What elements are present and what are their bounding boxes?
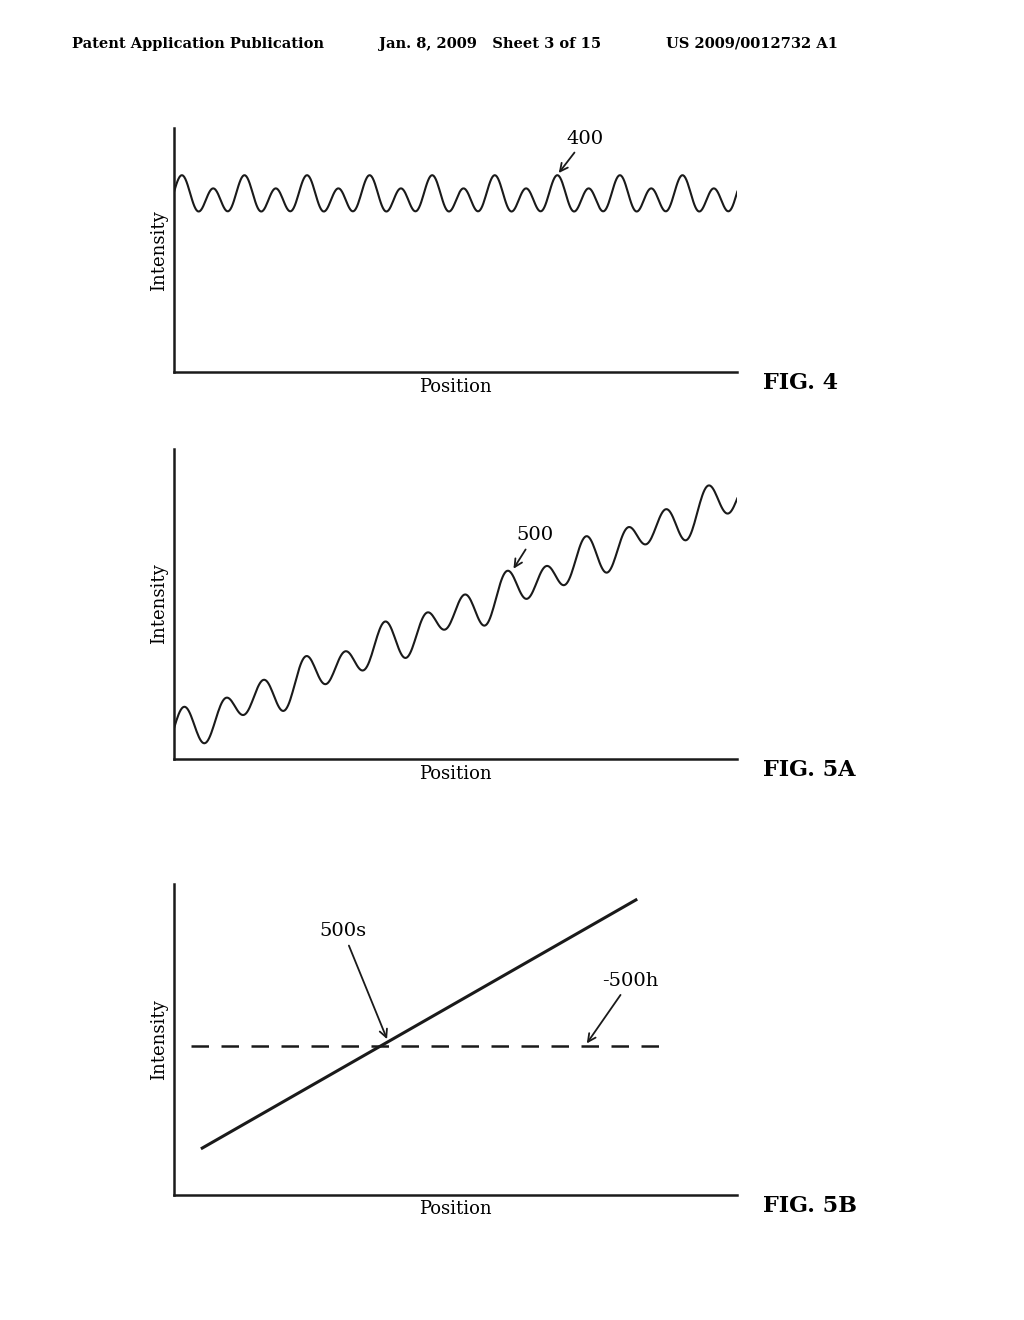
Text: US 2009/0012732 A1: US 2009/0012732 A1 [666, 37, 838, 51]
Text: 400: 400 [560, 129, 604, 172]
Y-axis label: Intensity: Intensity [151, 210, 169, 290]
Y-axis label: Intensity: Intensity [151, 564, 169, 644]
X-axis label: Position: Position [420, 378, 492, 396]
Text: Jan. 8, 2009   Sheet 3 of 15: Jan. 8, 2009 Sheet 3 of 15 [379, 37, 601, 51]
Text: 500: 500 [514, 527, 553, 568]
Text: FIG. 5A: FIG. 5A [763, 759, 855, 781]
Text: -500h: -500h [588, 972, 658, 1041]
Text: 500s: 500s [319, 923, 387, 1038]
Text: Patent Application Publication: Patent Application Publication [72, 37, 324, 51]
Text: FIG. 4: FIG. 4 [763, 372, 838, 395]
Text: FIG. 5B: FIG. 5B [763, 1195, 857, 1217]
X-axis label: Position: Position [420, 764, 492, 783]
Y-axis label: Intensity: Intensity [151, 999, 169, 1080]
X-axis label: Position: Position [420, 1200, 492, 1218]
